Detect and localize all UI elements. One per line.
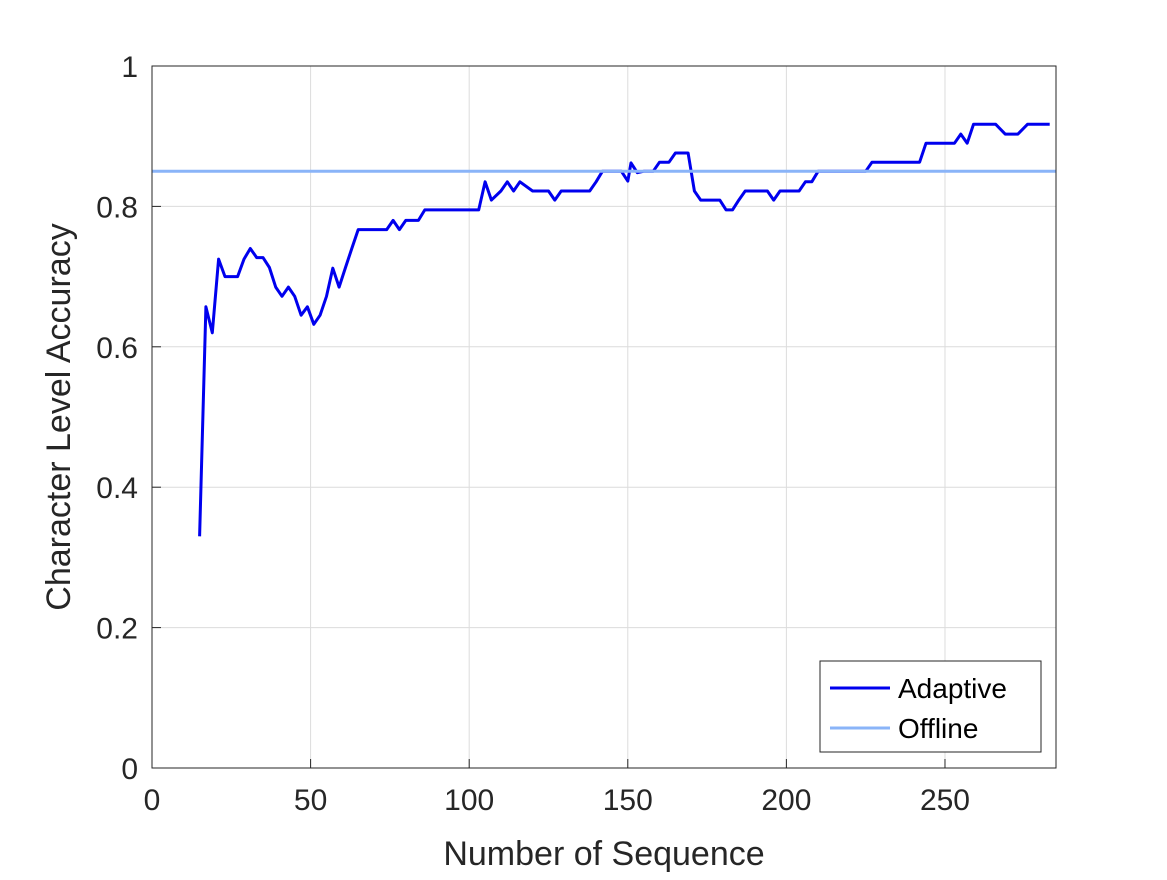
y-tick-label: 1	[121, 51, 138, 84]
series-line-adaptive	[198, 122, 1050, 537]
x-axis-label: Number of Sequence	[443, 835, 764, 873]
series-layer	[152, 122, 1056, 537]
y-tick-label: 0.6	[96, 332, 138, 365]
y-tick-label: 0.4	[96, 472, 138, 505]
legend-box	[819, 660, 1042, 753]
legend-label-adaptive: Adaptive	[898, 673, 1007, 704]
x-tick-label: 100	[444, 784, 494, 817]
y-tick-label: 0	[121, 753, 138, 786]
y-tick-label: 0.2	[96, 613, 138, 646]
x-tick-label: 50	[294, 784, 327, 817]
axes-box	[151, 65, 1057, 769]
x-tick-label: 150	[603, 784, 653, 817]
x-tick-label: 250	[920, 784, 970, 817]
y-tick-label: 0.8	[96, 191, 138, 224]
legend-label-offline: Offline	[898, 713, 978, 744]
tick-layer: 0 50 100 150 200 250 0 0.2 0.4 0.6 0.8 1	[96, 51, 970, 817]
legend: Adaptive Offline	[819, 660, 1042, 753]
x-tick-label: 0	[144, 784, 161, 817]
x-tick-label: 200	[761, 784, 811, 817]
y-axis-label: Character Level Accuracy	[40, 223, 78, 610]
